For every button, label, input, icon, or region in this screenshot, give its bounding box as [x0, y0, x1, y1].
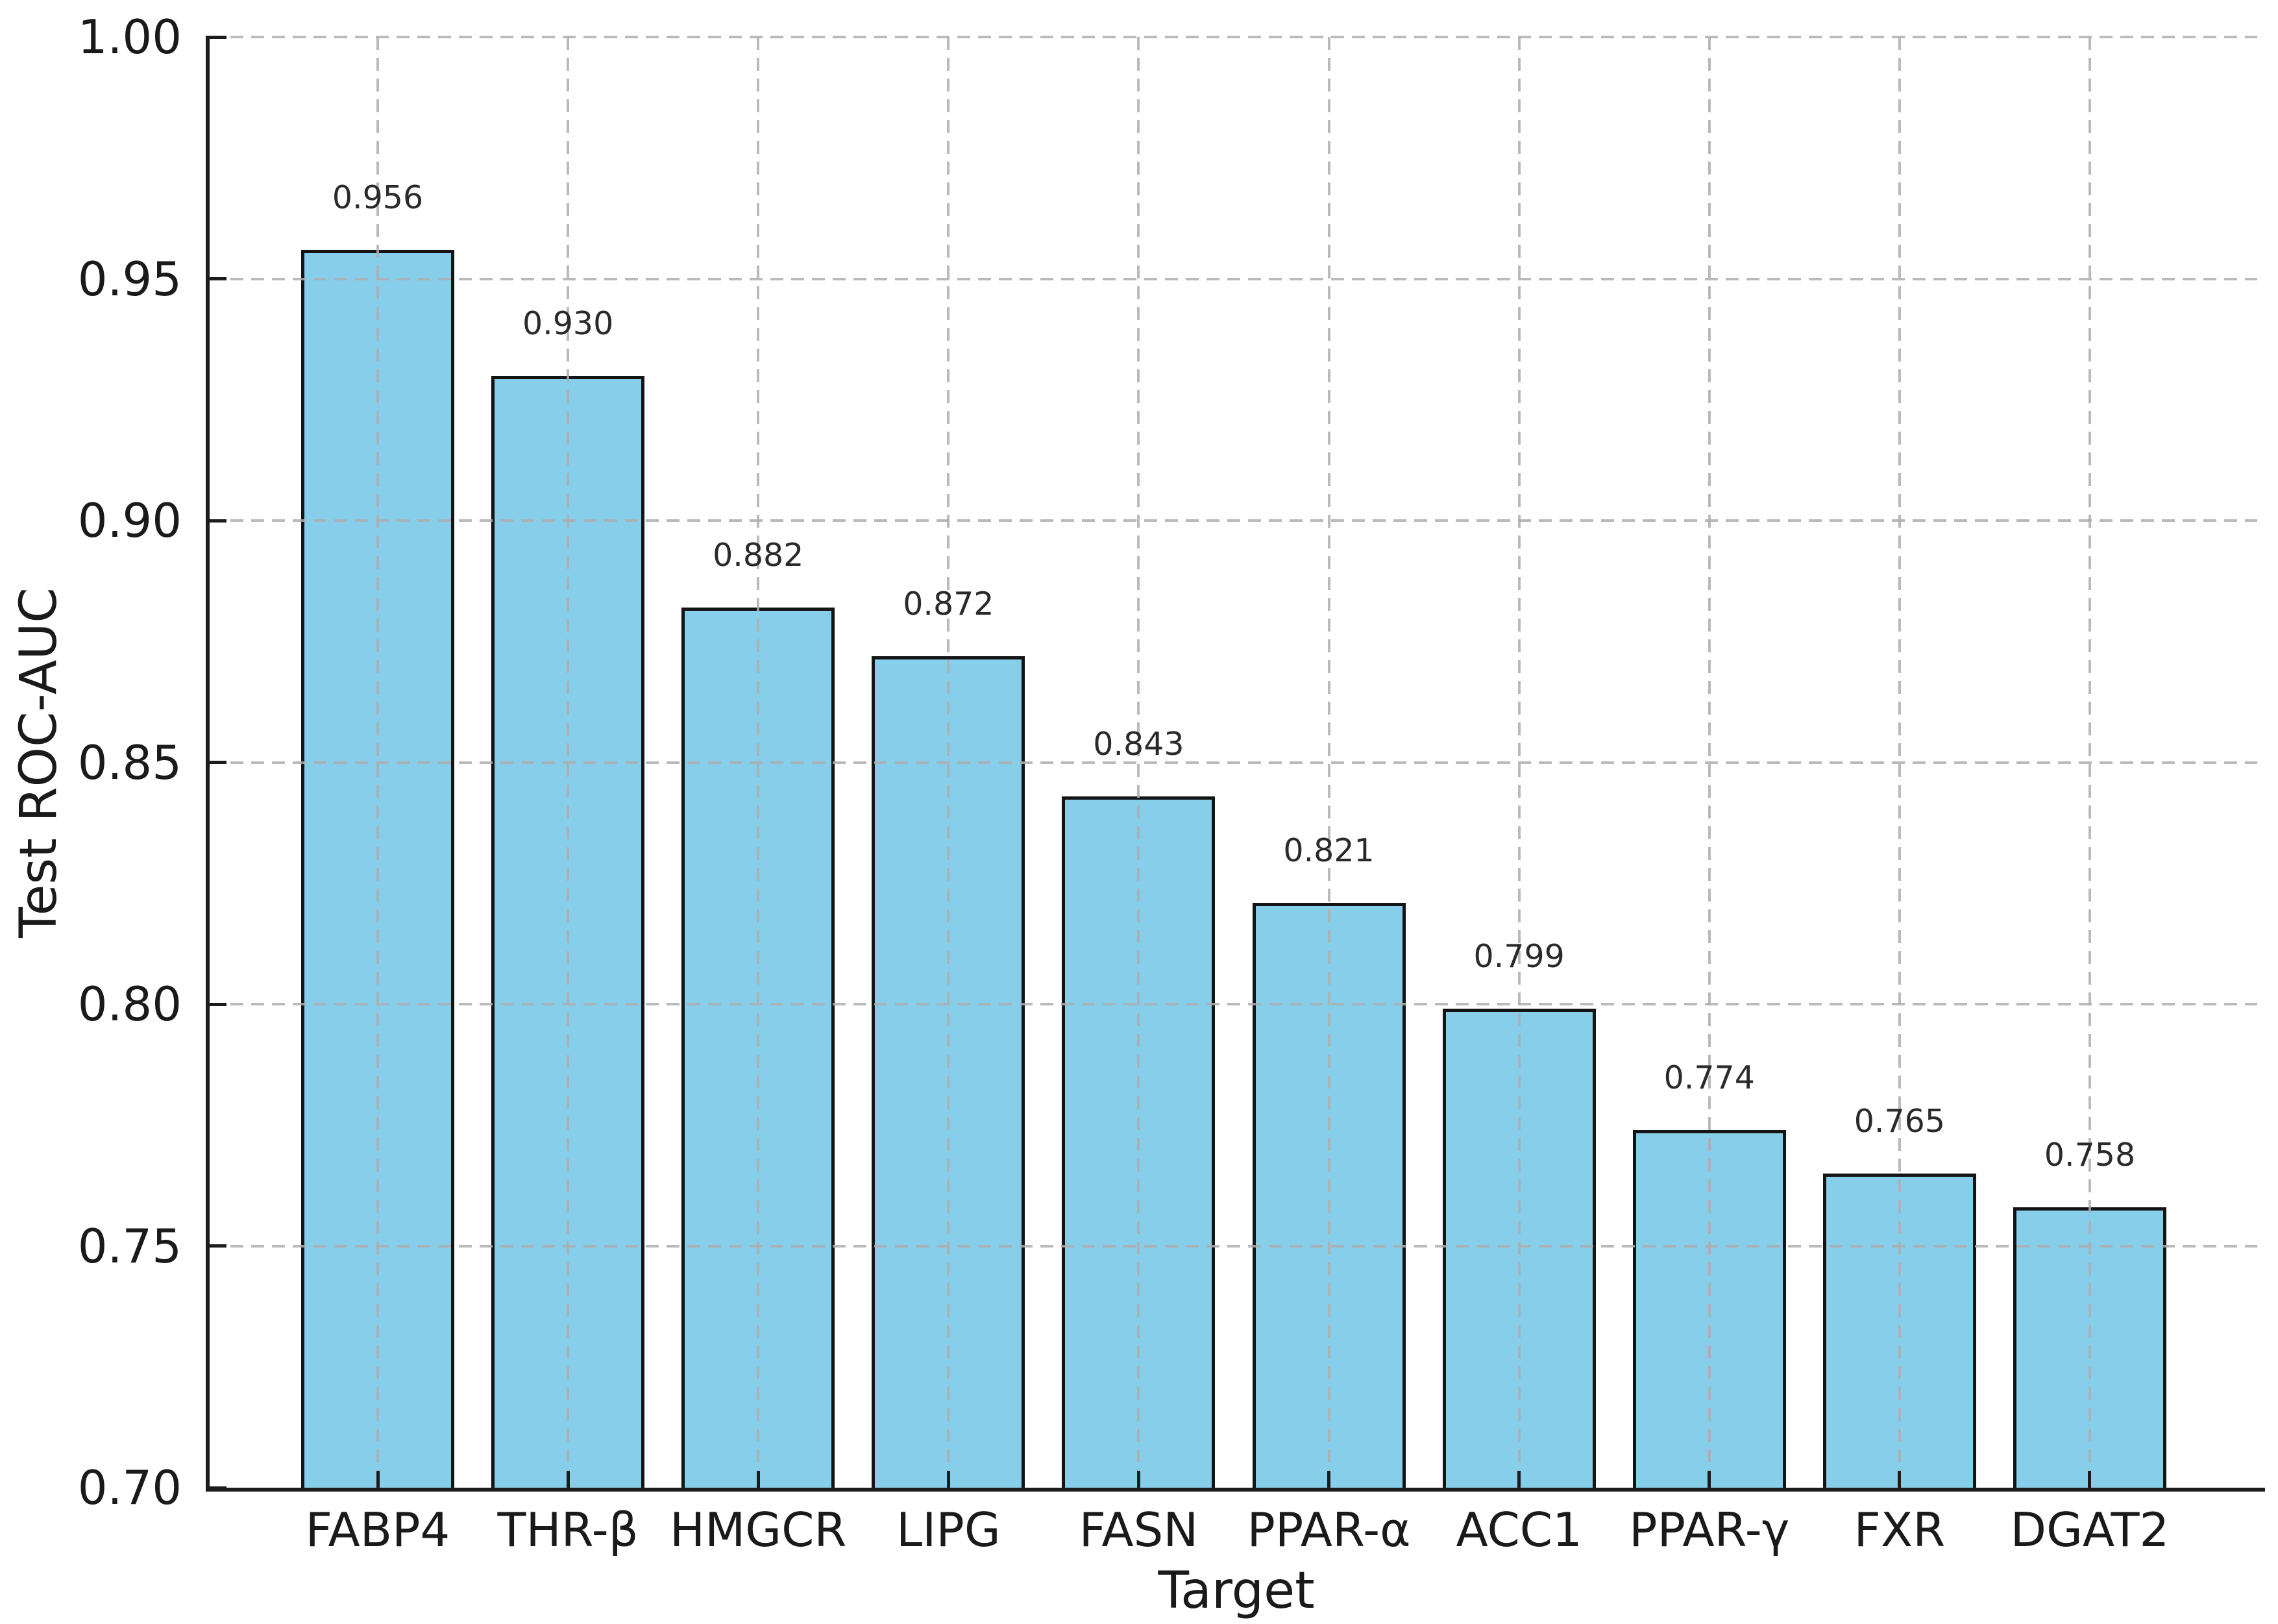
y-tick-mark [210, 35, 227, 39]
y-tick-label: 0.90 [77, 493, 182, 548]
x-tick-mark [1327, 1471, 1331, 1488]
vertical-gridline [757, 37, 760, 1488]
y-tick-mark [210, 519, 227, 523]
horizontal-gridline [210, 761, 2257, 764]
y-tick-mark [210, 1002, 227, 1006]
x-tick-label: ACC1 [1456, 1503, 1582, 1557]
y-tick-label: 0.70 [77, 1460, 182, 1515]
vertical-gridline [2088, 37, 2091, 1488]
x-tick-label: LIPG [896, 1503, 1001, 1557]
bar-value-label: 0.843 [1093, 725, 1184, 763]
bar-value-label: 0.956 [332, 178, 424, 216]
x-tick-label: DGAT2 [2010, 1503, 2170, 1557]
vertical-gridline [567, 37, 570, 1488]
x-tick-mark [2088, 1471, 2092, 1488]
y-tick-label: 0.85 [77, 735, 182, 790]
bar-value-label: 0.882 [713, 537, 804, 574]
bar-value-label: 0.930 [522, 304, 614, 342]
x-tick-mark [1136, 1471, 1140, 1488]
bar-value-label: 0.872 [903, 585, 994, 622]
x-tick-mark [1517, 1471, 1521, 1488]
bar-value-label: 0.758 [2044, 1136, 2136, 1174]
x-tick-label: FXR [1854, 1503, 1946, 1557]
y-tick-label: 0.95 [77, 251, 182, 306]
vertical-gridline [1708, 37, 1711, 1488]
x-tick-mark [376, 1471, 380, 1488]
y-tick-label: 0.80 [77, 977, 182, 1031]
x-tick-mark [566, 1471, 570, 1488]
vertical-gridline [1517, 37, 1521, 1488]
y-axis-spine [206, 36, 210, 1492]
x-tick-label: FABP4 [305, 1503, 450, 1557]
x-tick-label: PPAR-α [1247, 1503, 1411, 1557]
x-tick-label: FASN [1079, 1503, 1199, 1557]
bar-value-label: 0.821 [1283, 831, 1375, 869]
horizontal-gridline [210, 519, 2257, 522]
vertical-gridline [1137, 37, 1140, 1488]
bar-value-label: 0.765 [1854, 1102, 1946, 1140]
vertical-gridline [947, 37, 950, 1488]
bar-value-label: 0.799 [1473, 938, 1565, 976]
y-tick-label: 1.00 [77, 10, 182, 64]
y-tick-mark [210, 761, 227, 764]
x-tick-label: THR-β [497, 1503, 639, 1557]
x-tick-mark [1898, 1471, 1902, 1488]
y-axis-label: Test ROC-AUC [10, 587, 68, 938]
x-tick-mark [756, 1471, 760, 1488]
y-tick-label: 0.75 [77, 1218, 182, 1273]
x-axis-label: Target [1158, 1562, 1315, 1620]
y-tick-mark [210, 277, 227, 280]
y-tick-mark [210, 1486, 227, 1490]
x-tick-mark [1708, 1471, 1711, 1488]
vertical-gridline [376, 37, 379, 1488]
x-tick-mark [946, 1471, 950, 1488]
bar-value-label: 0.774 [1663, 1059, 1755, 1096]
y-tick-mark [210, 1244, 227, 1248]
x-axis-spine [206, 1488, 2265, 1492]
vertical-gridline [1327, 37, 1330, 1488]
horizontal-gridline [210, 1003, 2257, 1005]
horizontal-gridline [210, 36, 2257, 38]
vertical-gridline [1898, 37, 1901, 1488]
x-tick-label: PPAR-γ [1629, 1503, 1790, 1557]
horizontal-gridline [210, 277, 2257, 280]
horizontal-gridline [210, 1244, 2257, 1248]
x-tick-label: HMGCR [670, 1503, 847, 1557]
